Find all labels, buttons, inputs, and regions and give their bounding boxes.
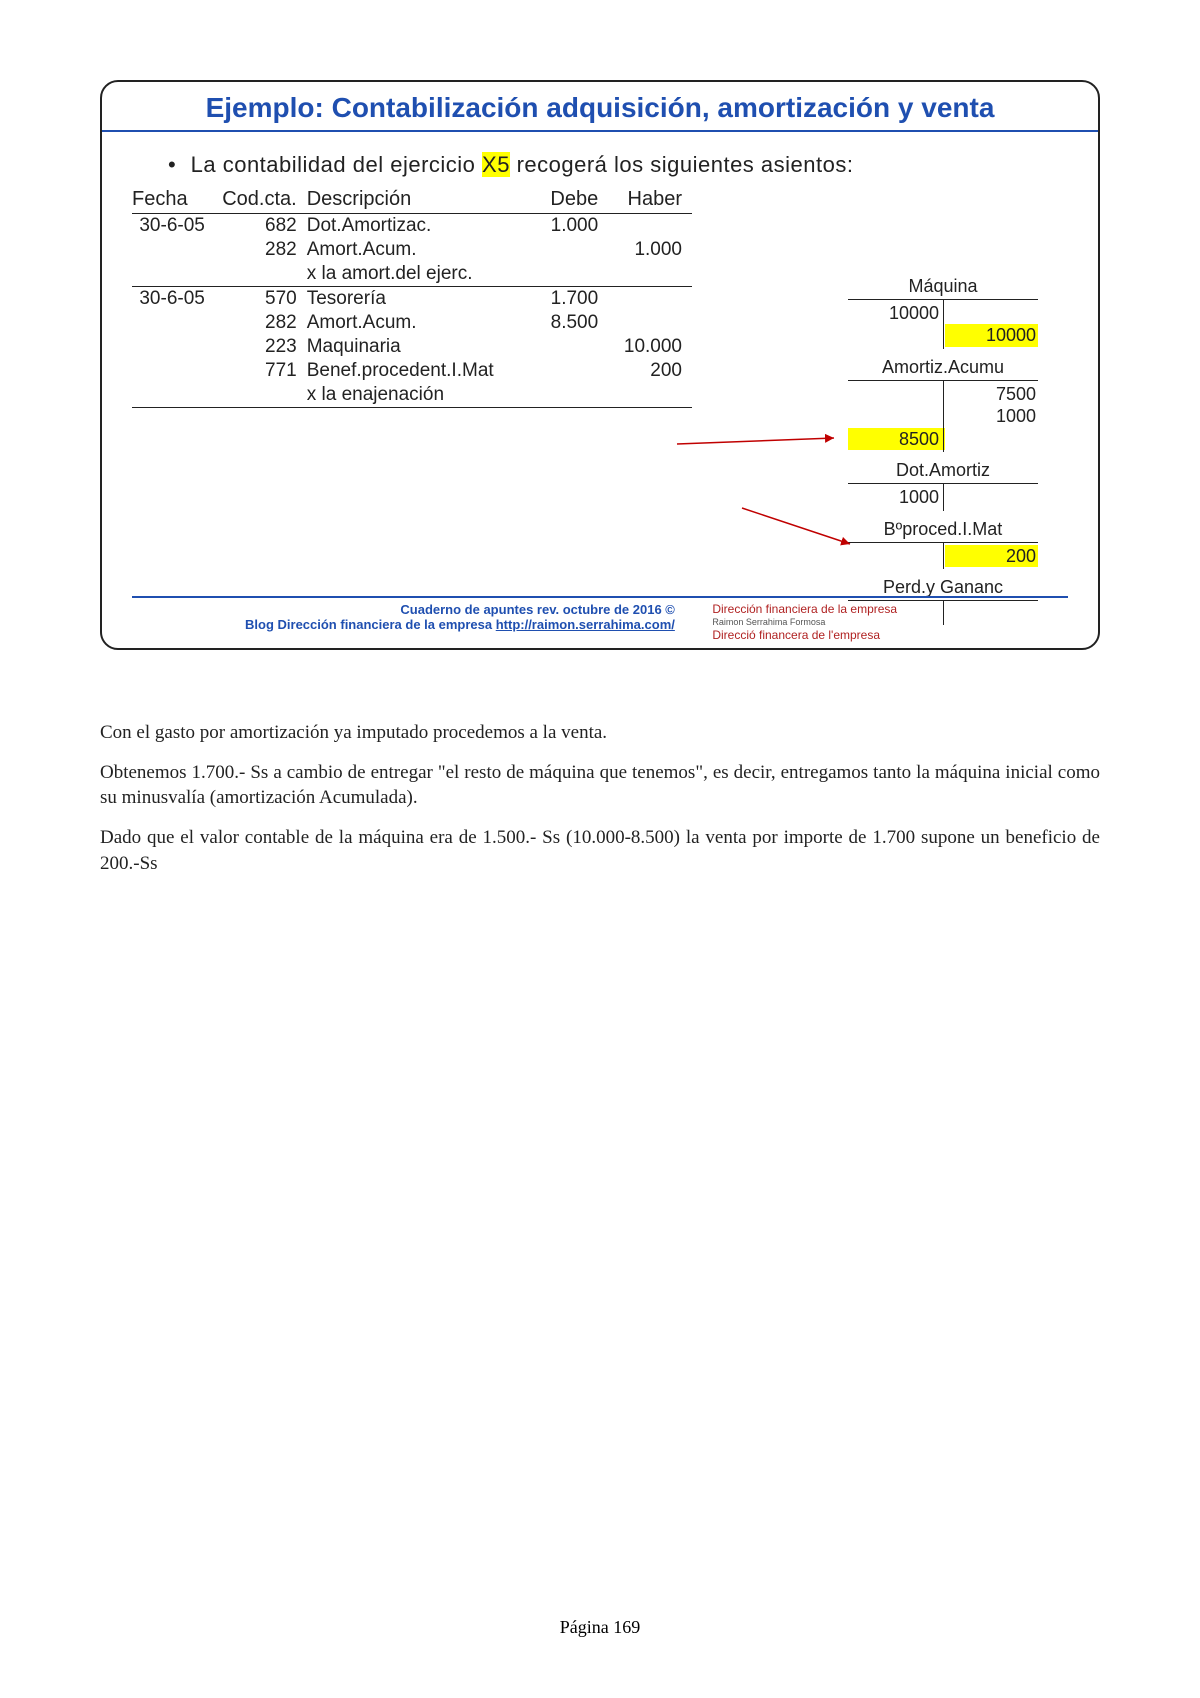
slide-footer: Cuaderno de apuntes rev. octubre de 2016… <box>132 596 1068 642</box>
journal-table: Fecha Cod.cta. Descripción Debe Haber 30… <box>132 186 692 408</box>
p1: Con el gasto por amortización ya imputad… <box>100 720 1100 746</box>
t-account: Amortiz.Acumu750010008500 <box>848 357 1038 453</box>
t-accounts: Máquina1000010000 Amortiz.Acumu7500100085… <box>848 276 1038 634</box>
bullet: • La contabilidad del ejercicio X5 recog… <box>132 150 1068 180</box>
table-row: 771Benef.procedent.I.Mat200 <box>132 359 692 383</box>
t-account: Bºproced.I.Mat200 <box>848 519 1038 570</box>
col-desc: Descripción <box>307 186 528 214</box>
table-row: 282Amort.Acum.8.500 <box>132 311 692 335</box>
page-number: Página 169 <box>0 1617 1200 1638</box>
col-fecha: Fecha <box>132 186 222 214</box>
table-row: 30-6-05682Dot.Amortizac.1.000 <box>132 213 692 238</box>
col-haber: Haber <box>608 186 692 214</box>
table-row: x la amort.del ejerc. <box>132 262 692 287</box>
slide-title: Ejemplo: Contabilización adquisición, am… <box>102 82 1098 132</box>
slide-box: Ejemplo: Contabilización adquisición, am… <box>100 80 1100 650</box>
table-row: x la enajenación <box>132 383 692 408</box>
blog-link[interactable]: http://raimon.serrahima.com/ <box>496 617 675 632</box>
t-account: Máquina1000010000 <box>848 276 1038 349</box>
p3: Dado que el valor contable de la máquina… <box>100 825 1100 876</box>
table-row: 282Amort.Acum.1.000 <box>132 238 692 262</box>
body-text: Con el gasto por amortización ya imputad… <box>100 720 1100 876</box>
col-debe: Debe <box>527 186 608 214</box>
journal-and-accounts: Fecha Cod.cta. Descripción Debe Haber 30… <box>132 186 1068 408</box>
p2: Obtenemos 1.700.- Ss a cambio de entrega… <box>100 760 1100 811</box>
table-row: 30-6-05570Tesorería1.700 <box>132 286 692 311</box>
t-account: Dot.Amortiz1000 <box>848 460 1038 511</box>
table-row: 223Maquinaria10.000 <box>132 335 692 359</box>
col-cod: Cod.cta. <box>222 186 306 214</box>
